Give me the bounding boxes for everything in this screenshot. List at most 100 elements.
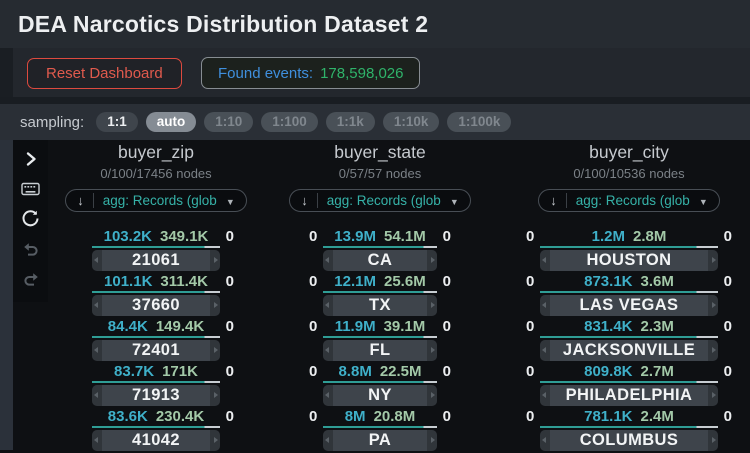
histogram-bar[interactable]: JACKSONVILLE [540, 340, 718, 361]
refresh-icon [21, 209, 40, 228]
right-handle-icon[interactable] [210, 385, 220, 406]
right-handle-icon[interactable] [427, 430, 437, 451]
histogram-bar[interactable]: CA [323, 250, 437, 271]
histogram-bar[interactable]: 71913 [92, 385, 220, 406]
chevron-down-icon: ▼ [698, 196, 708, 207]
left-handle-icon[interactable] [323, 430, 333, 451]
bar-label: LAS VEGAS [579, 296, 679, 314]
right-handle-icon[interactable] [708, 430, 718, 451]
redo-button[interactable] [19, 267, 43, 290]
histogram-bar[interactable]: NY [323, 385, 437, 406]
left-handle-icon[interactable] [540, 385, 550, 406]
bar-label: TX [369, 296, 391, 314]
aggregation-dropdown[interactable]: ↓ agg: Records (glob ▼ [65, 189, 247, 212]
row-distribution-line [92, 336, 220, 338]
left-handle-icon[interactable] [92, 340, 102, 361]
aggregation-dropdown[interactable]: ↓ agg: Records (glob ▼ [289, 189, 471, 212]
left-handle-icon[interactable] [92, 430, 102, 451]
right-handle-icon[interactable] [427, 250, 437, 271]
left-handle-icon[interactable] [323, 250, 333, 271]
histogram-row: 0 12.1M 25.6M 0 TX [278, 273, 482, 316]
sort-descending-icon[interactable]: ↓ [550, 193, 567, 208]
histogram-bar[interactable]: PA [323, 430, 437, 451]
left-handle-icon[interactable] [540, 295, 550, 316]
undo-button[interactable] [19, 237, 43, 260]
reset-dashboard-button[interactable]: Reset Dashboard [27, 58, 182, 89]
left-handle-icon[interactable] [323, 295, 333, 316]
stat-total-count: 349.1K [160, 228, 209, 245]
stat-right-zero: 0 [723, 228, 732, 245]
keyboard-shortcuts-button[interactable] [19, 177, 43, 200]
right-handle-icon[interactable] [708, 385, 718, 406]
left-handle-icon[interactable] [540, 430, 550, 451]
histogram-bar[interactable]: FL [323, 340, 437, 361]
sampling-option-1:100[interactable]: 1:100 [261, 111, 318, 133]
sampling-option-1:10[interactable]: 1:10 [204, 111, 254, 133]
stat-total-count: 54.1M [384, 228, 426, 245]
row-stats: 0 8M 20.8M 0 [309, 408, 451, 425]
sort-descending-icon[interactable]: ↓ [77, 193, 94, 208]
histogram-row: 0 8.8M 22.5M 0 NY [278, 363, 482, 406]
sampling-option-1:10k[interactable]: 1:10k [382, 111, 440, 133]
row-distribution-line [92, 426, 220, 428]
histogram-bar[interactable]: 72401 [92, 340, 220, 361]
row-stats: 0 11.9M 39.1M 0 [309, 318, 451, 335]
histogram-column-buyer_state: buyer_state 0/57/57 nodes ↓ agg: Records… [278, 142, 482, 453]
refresh-button[interactable] [19, 207, 43, 230]
histogram-bar[interactable]: COLUMBUS [540, 430, 718, 451]
left-handle-icon[interactable] [92, 250, 102, 271]
histogram-bar[interactable]: 41042 [92, 430, 220, 451]
sort-descending-icon[interactable]: ↓ [301, 193, 318, 208]
row-stats: 0 13.9M 54.1M 0 [309, 228, 451, 245]
histogram-bar[interactable]: PHILADELPHIA [540, 385, 718, 406]
right-handle-icon[interactable] [427, 295, 437, 316]
column-title: buyer_zip [118, 142, 194, 162]
stat-total-count: 22.5M [379, 363, 422, 380]
aggregation-dropdown[interactable]: ↓ agg: Records (glob ▼ [538, 189, 720, 212]
histogram-bar[interactable]: HOUSTON [540, 250, 718, 271]
right-handle-icon[interactable] [210, 340, 220, 361]
sidebar-icon-panel [13, 140, 48, 302]
left-handle-icon[interactable] [323, 385, 333, 406]
right-handle-icon[interactable] [427, 340, 437, 361]
bar-label: NY [368, 386, 392, 404]
sampling-option-1:100k[interactable]: 1:100k [447, 111, 512, 133]
stat-selected-count: 101.1K [104, 273, 153, 290]
histogram-bar[interactable]: TX [323, 295, 437, 316]
expand-panel-button[interactable] [19, 147, 43, 170]
sampling-option-1:1k[interactable]: 1:1k [325, 111, 375, 133]
stat-right-zero: 0 [442, 318, 451, 335]
left-handle-icon[interactable] [323, 340, 333, 361]
row-distribution-line [92, 291, 220, 293]
row-distribution-line [540, 426, 718, 428]
right-handle-icon[interactable] [210, 295, 220, 316]
histogram-bar[interactable]: LAS VEGAS [540, 295, 718, 316]
row-distribution-line [323, 291, 437, 293]
row-stats: 0 873.1K 3.6M 0 [526, 273, 732, 290]
left-handle-icon[interactable] [92, 385, 102, 406]
right-handle-icon[interactable] [708, 295, 718, 316]
right-handle-icon[interactable] [708, 340, 718, 361]
stat-left-zero: 0 [526, 318, 535, 335]
stat-right-zero: 0 [225, 228, 234, 245]
left-handle-icon[interactable] [540, 340, 550, 361]
stat-selected-count: 873.1K [584, 273, 633, 290]
histogram-bar[interactable]: 37660 [92, 295, 220, 316]
left-handle-icon[interactable] [540, 250, 550, 271]
stat-right-zero: 0 [442, 363, 451, 380]
left-handle-icon[interactable] [92, 295, 102, 316]
right-handle-icon[interactable] [708, 250, 718, 271]
stat-right-zero: 0 [723, 273, 732, 290]
right-handle-icon[interactable] [210, 250, 220, 271]
histogram-bar[interactable]: 21061 [92, 250, 220, 271]
right-handle-icon[interactable] [427, 385, 437, 406]
stat-right-zero: 0 [225, 408, 234, 425]
right-handle-icon[interactable] [210, 430, 220, 451]
sampling-option-auto[interactable]: auto [145, 111, 197, 133]
column-node-counts: 0/100/10536 nodes [573, 166, 685, 181]
sampling-option-1:1[interactable]: 1:1 [96, 111, 138, 133]
toolbar-divider [0, 97, 750, 104]
histogram-row: 101.1K 311.4K 0 37660 [50, 273, 262, 316]
stat-right-zero: 0 [225, 363, 234, 380]
column-title: buyer_city [589, 142, 669, 162]
